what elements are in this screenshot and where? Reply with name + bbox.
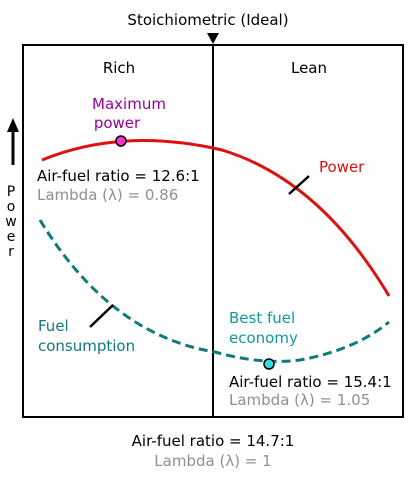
max-power-marker [115,135,127,147]
max-power-title-line2: power [94,114,141,132]
best-fuel-economy-marker [263,358,275,370]
region-rich-label: Rich [103,59,135,77]
best-fuel-ratio: Air-fuel ratio = 15.4:1 [229,373,392,391]
max-power-title-line1: Maximum [92,95,166,113]
power-axis-label: P o w e r [5,184,16,260]
stoichiometric-label: Stoichiometric (Ideal) [127,11,288,29]
power-axis-letter: P [7,184,15,200]
power-curve [41,139,391,297]
stoichiometric-marker [207,33,219,44]
power-axis-letter: e [7,229,16,245]
power-label-leader [288,175,310,195]
best-fuel-title-line2: economy [229,329,298,347]
best-fuel-title-line1: Best fuel [229,309,295,327]
best-fuel-lambda: Lambda (λ) = 1.05 [229,391,370,409]
stoichiometric-lambda: Lambda (λ) = 1 [154,452,271,470]
fuel-label-leader [89,304,114,328]
max-power-lambda: Lambda (λ) = 0.86 [37,186,178,204]
fuel-consumption-label-line1: Fuel [38,317,69,335]
region-lean-label: Lean [291,59,327,77]
stoichiometric-ratio: Air-fuel ratio = 14.7:1 [132,432,295,450]
max-power-ratio: Air-fuel ratio = 12.6:1 [37,167,200,185]
power-axis-letter: w [5,214,16,230]
fuel-consumption-curve [38,219,390,363]
power-curve-label: Power [319,158,365,176]
fuel-consumption-label-line2: consumption [38,337,135,355]
power-axis-arrow-head [7,118,19,132]
power-axis-letter: o [7,199,16,215]
power-axis-letter: r [8,244,14,260]
